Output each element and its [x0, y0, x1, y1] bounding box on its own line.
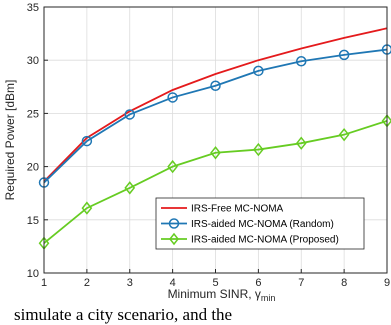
- x-axis-label: Minimum SINR, γmin: [168, 287, 276, 303]
- data-point: [169, 232, 179, 246]
- x-tick-label: 2: [84, 277, 90, 289]
- data-point: [124, 109, 135, 120]
- data-point: [167, 159, 178, 174]
- data-point: [210, 146, 221, 160]
- data-point: [210, 80, 221, 91]
- footer-text: simulate a city scenario, and the: [14, 306, 233, 324]
- y-tick-label: 20: [27, 162, 39, 174]
- y-axis-label: Required Power [dBm]: [3, 80, 17, 201]
- y-tick-label: 30: [27, 55, 39, 67]
- data-point: [295, 136, 307, 150]
- legend-box: [155, 197, 365, 250]
- x-tick-label: 6: [255, 277, 261, 289]
- data-point: [253, 65, 264, 77]
- legend-item: IRS-aided MC-NOMA (Proposed): [161, 232, 339, 246]
- y-tick-label: 25: [27, 108, 39, 120]
- axis-ticks: 1 2 3 4 5 6 7 8 9 10 15 20 25 30 35: [27, 2, 390, 289]
- data-point: [81, 201, 93, 215]
- legend: IRS-Free MC-NOMA IRS-aided MC-NOMA (Rando…: [155, 197, 365, 250]
- data-point: [253, 142, 264, 157]
- series: [43, 27, 388, 183]
- data-point: [168, 218, 180, 229]
- y-tick-label: 15: [27, 215, 39, 227]
- grid: [43, 6, 388, 274]
- x-tick-label: 3: [127, 277, 133, 289]
- legend-label: IRS-Free MC-NOMA: [191, 204, 284, 215]
- legend-label: IRS-aided MC-NOMA (Random): [191, 219, 334, 230]
- y-tick-label: 10: [27, 268, 39, 280]
- data-point: [296, 56, 307, 67]
- data-point: [338, 49, 350, 61]
- plot-frame: [43, 6, 388, 274]
- x-tick-label: 8: [341, 277, 347, 289]
- x-tick-label: 7: [298, 277, 304, 289]
- x-axis-label-subscript: min: [261, 293, 276, 303]
- x-tick-label: 5: [212, 277, 218, 289]
- y-tick-label: 35: [27, 2, 39, 14]
- data-point: [124, 181, 136, 195]
- x-tick-label: 1: [41, 277, 47, 289]
- data-point: [167, 92, 178, 103]
- series-line: [43, 27, 388, 183]
- series-line: [43, 119, 388, 244]
- x-axis-label-main: Minimum SINR, γ: [168, 287, 261, 301]
- data-point: [338, 127, 350, 142]
- x-tick-label: 4: [170, 277, 176, 289]
- legend-item: IRS-Free MC-NOMA: [161, 204, 284, 215]
- legend-item: IRS-aided MC-NOMA (Random): [161, 218, 334, 230]
- series-group: [38, 27, 391, 250]
- x-tick-label: 9: [384, 277, 390, 289]
- series-line: [43, 48, 388, 184]
- legend-label: IRS-aided MC-NOMA (Proposed): [191, 235, 339, 246]
- series: [38, 114, 391, 250]
- data-point: [81, 135, 93, 147]
